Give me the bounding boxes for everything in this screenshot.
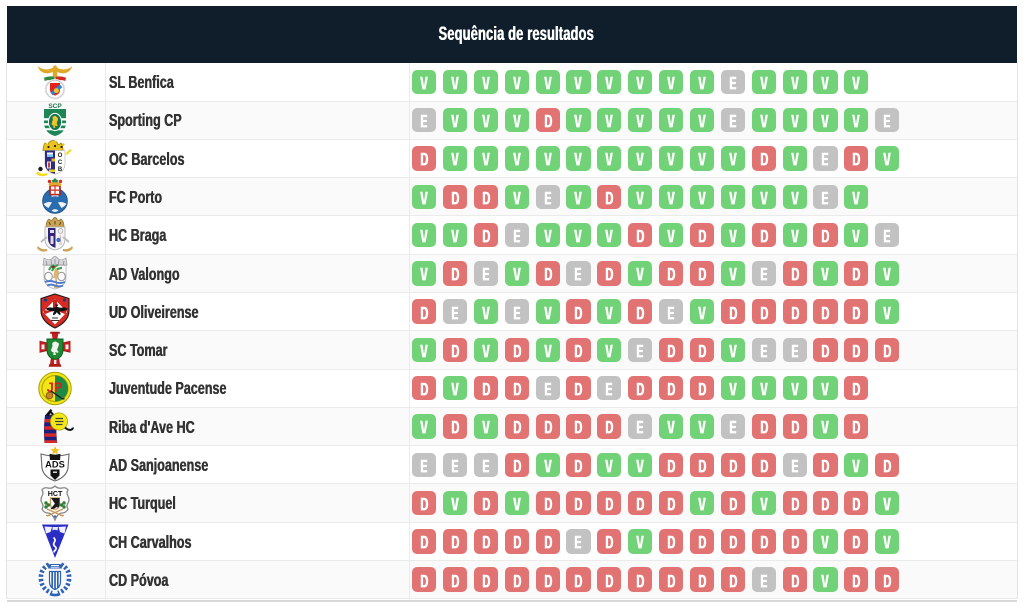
svg-text:HCT: HCT (47, 488, 62, 497)
svg-text:SCP: SCP (48, 103, 62, 110)
svg-text:JP: JP (46, 379, 62, 395)
svg-text:O: O (57, 153, 62, 159)
svg-text:B: B (57, 167, 62, 173)
svg-text:ADS: ADS (45, 459, 65, 470)
svg-text:C: C (57, 160, 62, 166)
